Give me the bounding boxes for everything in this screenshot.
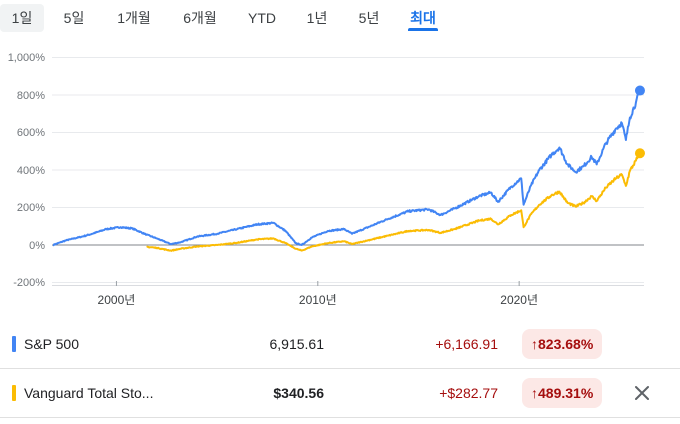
series-layer — [52, 85, 645, 252]
tab-1y[interactable]: 1년 — [306, 10, 328, 26]
x-tick-label: 2010년 — [299, 293, 337, 307]
percent-change-badge: ↑489.31% — [522, 378, 603, 408]
y-tick-label: 0% — [29, 240, 45, 252]
tab-6m[interactable]: 6개월 — [183, 10, 217, 26]
percent-change-value: 489.31% — [538, 385, 594, 401]
series-line-0 — [52, 88, 641, 247]
tab-1m[interactable]: 1개월 — [117, 10, 151, 26]
arrow-up-icon: ↑ — [531, 385, 538, 401]
percent-change-value: 823.68% — [538, 336, 594, 352]
y-tick-label: 400% — [17, 165, 45, 177]
x-axis-labels: 2000년 2010년 2020년 — [98, 293, 538, 307]
range-tabs: 1일 5일 1개월 6개월 YTD 1년 5년 최대 — [0, 0, 680, 40]
tab-1d[interactable]: 1일 — [0, 4, 44, 32]
y-tick-label: 600% — [17, 127, 45, 139]
percent-change-badge: ↑823.68% — [522, 329, 603, 359]
y-tick-label: 1,000% — [8, 52, 46, 64]
remove-comparison-close-icon[interactable] — [630, 381, 654, 405]
absolute-change: +6,166.91 — [435, 336, 498, 352]
y-tick-label: -200% — [13, 277, 45, 289]
y-axis-labels: 1,000% 800% 600% 400% 200% 0% -200% — [8, 52, 46, 289]
x-axis-ticks — [115, 281, 520, 286]
active-tab-indicator — [408, 28, 438, 31]
series-endpoint-marker-1 — [634, 148, 645, 159]
current-price: $340.56 — [273, 385, 324, 401]
series-color-swatch — [12, 385, 16, 401]
comparison-row-vanguard[interactable]: Vanguard Total Sto... $340.56 +$282.77 ↑… — [0, 369, 680, 418]
x-tick-label: 2000년 — [98, 293, 136, 307]
arrow-up-icon: ↑ — [531, 336, 538, 352]
tab-ytd[interactable]: YTD — [248, 10, 276, 26]
y-tick-label: 800% — [17, 90, 45, 102]
symbol-name: S&P 500 — [24, 336, 80, 352]
tab-5d[interactable]: 5일 — [63, 10, 85, 26]
series-endpoint-marker-0 — [634, 85, 645, 96]
x-tick-label: 2020년 — [500, 293, 538, 307]
y-tick-label: 200% — [17, 202, 45, 214]
grid — [52, 57, 644, 283]
series-line-1 — [146, 151, 641, 252]
tab-max[interactable]: 최대 — [410, 10, 436, 26]
comparison-row-sp500[interactable]: S&P 500 6,915.61 +6,166.91 ↑823.68% — [0, 320, 680, 369]
tab-5y[interactable]: 5년 — [358, 10, 380, 26]
symbol-name: Vanguard Total Sto... — [24, 385, 154, 401]
current-price: 6,915.61 — [269, 336, 325, 352]
series-color-swatch — [12, 336, 16, 352]
absolute-change: +$282.77 — [439, 385, 498, 401]
comparison-chart[interactable]: 1,000% 800% 600% 400% 200% 0% -200% 2000… — [0, 40, 680, 310]
